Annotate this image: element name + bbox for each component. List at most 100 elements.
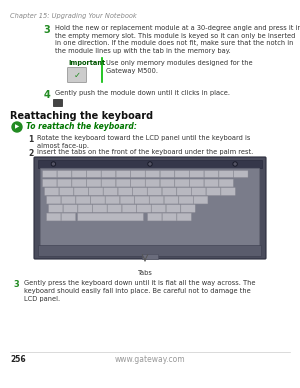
- Bar: [142, 254, 158, 259]
- Text: 2: 2: [28, 149, 34, 158]
- Text: 3: 3: [13, 280, 19, 289]
- FancyBboxPatch shape: [63, 204, 78, 212]
- FancyBboxPatch shape: [89, 188, 103, 196]
- Text: To reattach the keyboard:: To reattach the keyboard:: [26, 122, 137, 131]
- FancyBboxPatch shape: [61, 213, 76, 221]
- FancyBboxPatch shape: [175, 179, 189, 187]
- FancyBboxPatch shape: [107, 204, 122, 212]
- FancyBboxPatch shape: [105, 196, 120, 204]
- FancyBboxPatch shape: [204, 171, 219, 177]
- Text: ✓: ✓: [74, 71, 80, 80]
- FancyBboxPatch shape: [78, 213, 143, 221]
- Circle shape: [148, 162, 152, 166]
- FancyBboxPatch shape: [148, 213, 162, 221]
- Circle shape: [51, 162, 56, 166]
- FancyBboxPatch shape: [45, 188, 59, 196]
- FancyBboxPatch shape: [131, 171, 145, 177]
- Text: Insert the tabs on the front of the keyboard under the palm rest.: Insert the tabs on the front of the keyb…: [37, 149, 253, 155]
- FancyBboxPatch shape: [43, 179, 57, 187]
- Bar: [38, 160, 262, 168]
- FancyBboxPatch shape: [219, 179, 233, 187]
- Circle shape: [149, 163, 151, 165]
- Text: Gently press the keyboard down until it is flat all the way across. The
keyboard: Gently press the keyboard down until it …: [24, 280, 256, 301]
- Circle shape: [52, 163, 54, 165]
- FancyBboxPatch shape: [46, 213, 61, 221]
- FancyBboxPatch shape: [57, 171, 72, 177]
- FancyBboxPatch shape: [206, 188, 220, 196]
- FancyBboxPatch shape: [38, 246, 262, 256]
- FancyBboxPatch shape: [221, 188, 235, 196]
- FancyBboxPatch shape: [149, 196, 164, 204]
- FancyBboxPatch shape: [78, 204, 92, 212]
- FancyBboxPatch shape: [148, 188, 162, 196]
- FancyBboxPatch shape: [72, 179, 86, 187]
- Bar: [53, 99, 62, 106]
- FancyBboxPatch shape: [162, 188, 176, 196]
- FancyBboxPatch shape: [34, 157, 266, 259]
- FancyBboxPatch shape: [101, 179, 116, 187]
- FancyBboxPatch shape: [87, 171, 101, 177]
- FancyBboxPatch shape: [192, 188, 206, 196]
- Text: Important: Important: [68, 60, 105, 66]
- FancyBboxPatch shape: [204, 179, 219, 187]
- Text: 4: 4: [44, 90, 50, 100]
- FancyBboxPatch shape: [76, 196, 90, 204]
- Text: Gently push the module down until it clicks in place.: Gently push the module down until it cli…: [55, 90, 230, 96]
- FancyBboxPatch shape: [120, 196, 134, 204]
- FancyBboxPatch shape: [101, 171, 116, 177]
- FancyBboxPatch shape: [59, 188, 74, 196]
- FancyBboxPatch shape: [93, 204, 107, 212]
- FancyBboxPatch shape: [46, 196, 61, 204]
- FancyBboxPatch shape: [194, 196, 208, 204]
- FancyBboxPatch shape: [179, 196, 193, 204]
- FancyBboxPatch shape: [74, 188, 88, 196]
- FancyBboxPatch shape: [162, 213, 177, 221]
- FancyBboxPatch shape: [91, 196, 105, 204]
- FancyBboxPatch shape: [61, 196, 76, 204]
- FancyBboxPatch shape: [234, 171, 248, 177]
- FancyBboxPatch shape: [160, 179, 175, 187]
- Text: www.gateway.com: www.gateway.com: [115, 355, 185, 364]
- Circle shape: [12, 122, 22, 132]
- Text: Hold the new or replacement module at a 30-degree angle and press it into
the em: Hold the new or replacement module at a …: [55, 25, 300, 54]
- FancyBboxPatch shape: [146, 171, 160, 177]
- FancyBboxPatch shape: [181, 204, 195, 212]
- FancyBboxPatch shape: [137, 204, 151, 212]
- Text: 256: 256: [10, 355, 26, 364]
- FancyBboxPatch shape: [57, 179, 72, 187]
- Text: Rotate the keyboard toward the LCD panel until the keyboard is
almost face-up.: Rotate the keyboard toward the LCD panel…: [37, 135, 250, 149]
- Text: Reattaching the keyboard: Reattaching the keyboard: [10, 111, 153, 121]
- FancyBboxPatch shape: [122, 204, 136, 212]
- FancyBboxPatch shape: [118, 188, 132, 196]
- Text: Tabs: Tabs: [138, 270, 152, 276]
- Text: Use only memory modules designed for the
Gateway M500.: Use only memory modules designed for the…: [106, 60, 253, 74]
- FancyBboxPatch shape: [177, 213, 191, 221]
- FancyBboxPatch shape: [175, 171, 189, 177]
- FancyBboxPatch shape: [190, 179, 204, 187]
- FancyBboxPatch shape: [164, 196, 178, 204]
- FancyBboxPatch shape: [146, 179, 160, 187]
- FancyBboxPatch shape: [72, 171, 86, 177]
- FancyBboxPatch shape: [49, 204, 63, 212]
- Text: ▶: ▶: [15, 125, 19, 130]
- FancyBboxPatch shape: [133, 188, 147, 196]
- FancyBboxPatch shape: [166, 204, 181, 212]
- FancyBboxPatch shape: [40, 168, 260, 248]
- FancyBboxPatch shape: [135, 196, 149, 204]
- FancyBboxPatch shape: [177, 188, 191, 196]
- FancyBboxPatch shape: [131, 179, 145, 187]
- FancyBboxPatch shape: [43, 171, 57, 177]
- FancyBboxPatch shape: [103, 188, 118, 196]
- FancyBboxPatch shape: [190, 171, 204, 177]
- FancyBboxPatch shape: [116, 171, 130, 177]
- FancyBboxPatch shape: [152, 204, 166, 212]
- FancyBboxPatch shape: [68, 68, 86, 83]
- Text: 3: 3: [44, 25, 50, 35]
- FancyBboxPatch shape: [116, 179, 130, 187]
- Text: 1: 1: [28, 135, 34, 144]
- Circle shape: [233, 162, 237, 166]
- FancyBboxPatch shape: [160, 171, 175, 177]
- Circle shape: [234, 163, 236, 165]
- FancyBboxPatch shape: [87, 179, 101, 187]
- FancyBboxPatch shape: [219, 171, 233, 177]
